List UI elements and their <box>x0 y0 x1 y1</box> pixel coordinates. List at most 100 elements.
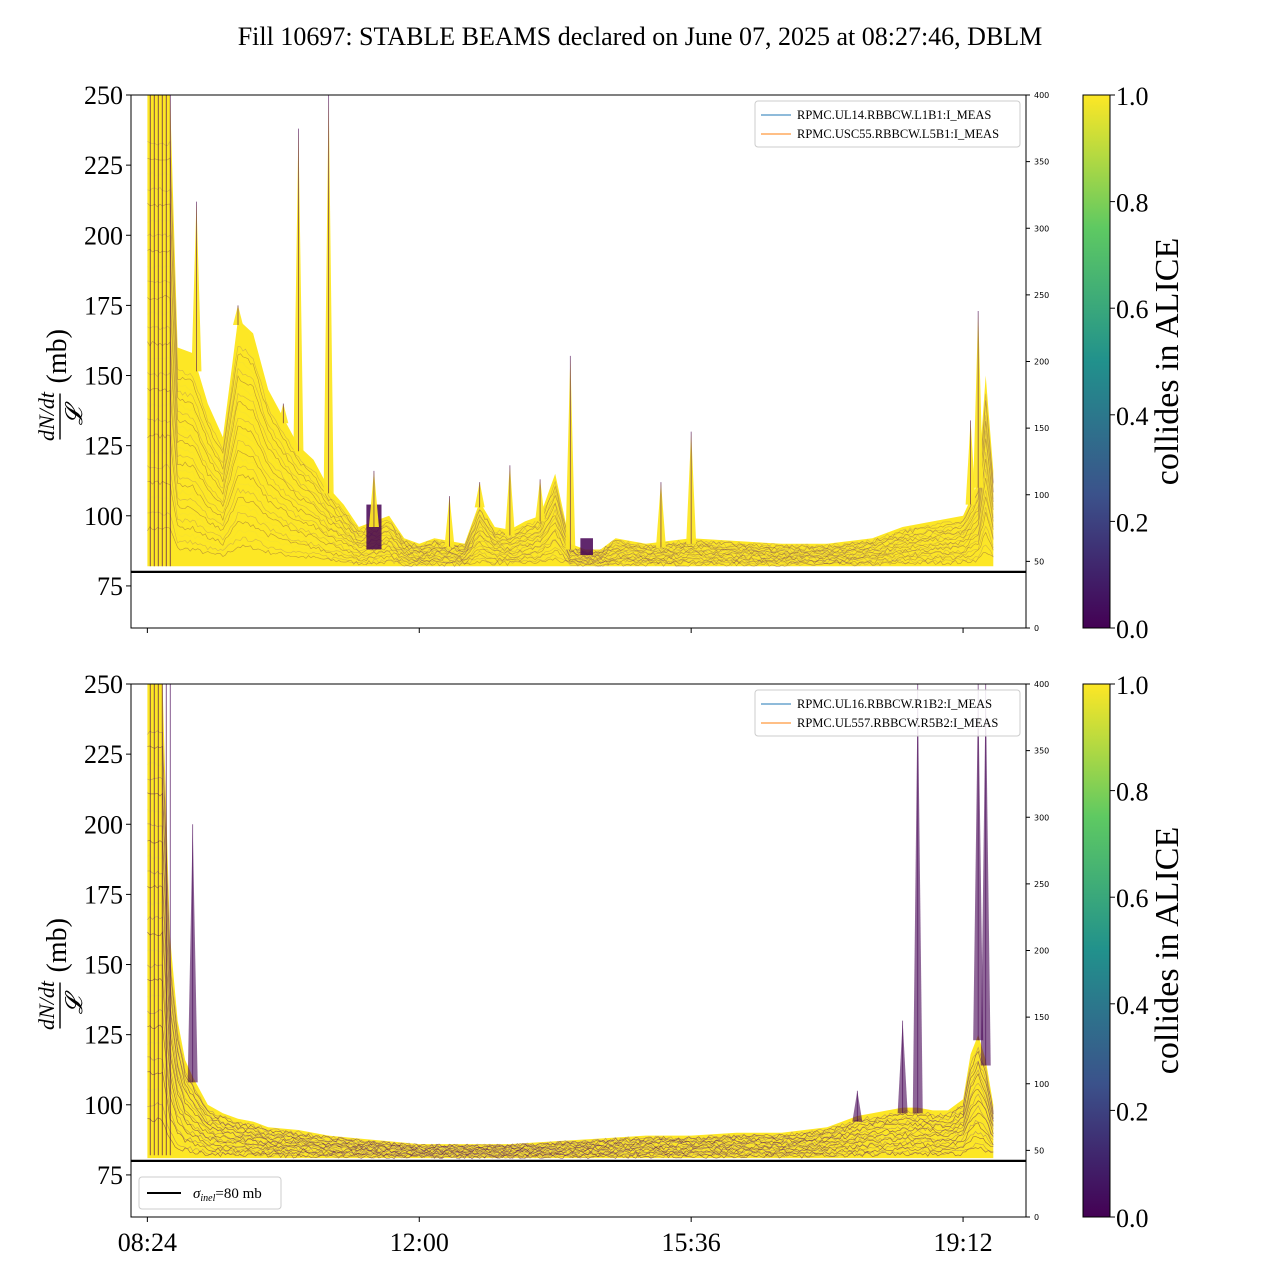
panel-bottom-envelope <box>147 684 994 1159</box>
panel-top-colorbar-tick-label: 0.0 <box>1116 615 1149 644</box>
panel-top-series-line <box>147 495 994 567</box>
panel-top-ylabel-numerator: dN/dt <box>34 391 59 441</box>
panel-bottom-ylabel: dN/dt 𝓛 (mb) <box>34 918 88 1030</box>
panel-bottom-y2tick-label: 400 <box>1034 680 1049 689</box>
panel-bottom-y2tick-label: 300 <box>1034 813 1049 822</box>
panel-top-colorbar-tick-label: 0.6 <box>1116 295 1149 324</box>
panel-top-y2tick-label: 250 <box>1034 291 1049 300</box>
panel-top-dark-segment <box>580 538 593 556</box>
panel-bottom-series-line <box>147 777 994 1149</box>
panel-bottom-ytick-label: 225 <box>84 740 123 769</box>
panel-bottom-y2tick-label: 0 <box>1034 1213 1039 1222</box>
panel-bottom-colorbar-tick-label: 1.0 <box>1116 671 1149 700</box>
panel-bottom-series-line <box>147 809 994 1151</box>
panel-top-y2tick-label: 300 <box>1034 224 1049 233</box>
panel-top-series-line <box>147 402 994 563</box>
panel-bottom-series-line <box>147 1009 994 1157</box>
panel-bottom-series-line <box>147 854 994 1152</box>
panel-top-y2tick-label: 400 <box>1034 91 1049 100</box>
panel-bottom-ytick-label: 125 <box>84 1021 123 1050</box>
panel-bottom-series-line <box>147 745 994 1149</box>
panel-bottom: 75 100 125 150 175 200 225 250 0 50 100 150 200 250 30… <box>34 670 1186 1257</box>
panel-top-data <box>147 95 994 568</box>
panel-top-colorbar-tick-label: 0.8 <box>1116 189 1149 218</box>
panel-top-ytick-label: 150 <box>84 362 123 391</box>
panel-bottom-series-line <box>147 900 994 1153</box>
panel-bottom-y2tick-label: 350 <box>1034 747 1049 756</box>
panel-top-ytick-label: 75 <box>97 572 123 601</box>
panel-bottom-ylabel-denominator: 𝓛 <box>62 990 88 1014</box>
panel-bottom-ylabel-unit: (mb) <box>42 918 73 972</box>
panel-top-legend: RPMC.UL14.RBBCW.L1B1:I_MEAS RPMC.USC55.RB… <box>754 100 1021 148</box>
panel-bottom-ytick-label: 150 <box>84 951 123 980</box>
panel-top-ylabel-denominator: 𝓛 <box>62 401 88 425</box>
panel-bottom-legend-label: RPMC.UL16.RBBCW.R1B2:I_MEAS <box>797 697 992 711</box>
panel-bottom-series-line <box>147 885 994 1153</box>
panel-bottom-colorbar-tick-label: 0.4 <box>1116 991 1149 1020</box>
panel-top-series-line <box>147 294 994 559</box>
panel-bottom-series-group <box>147 730 994 1160</box>
panel-top-series-line <box>147 464 994 565</box>
panel-top-series-line <box>147 310 994 560</box>
panel-bottom-reference-legend-label: σinel=80 mb <box>193 1186 262 1204</box>
panel-top-series-line <box>147 480 994 565</box>
panel-bottom-series-line <box>147 840 994 1152</box>
panel-top-series-line <box>147 511 994 567</box>
panel-top-colorbar-tick-label: 0.4 <box>1116 402 1149 431</box>
panel-top-ytick-label: 100 <box>84 502 123 531</box>
panel-bottom-series-line <box>147 760 994 1150</box>
panel-bottom-y2tick-label: 250 <box>1034 880 1049 889</box>
panel-top-legend-box <box>754 100 1021 148</box>
panel-bottom-colorbar-tick-label: 0.6 <box>1116 884 1149 913</box>
panel-bottom-series-line <box>147 730 994 1148</box>
panel-top-colorbar: 0.0 0.2 0.4 0.6 0.8 1.0 collides in ALICE <box>1082 82 1186 644</box>
panel-top-series-line <box>147 233 994 558</box>
panel-bottom-xtick-label: 19:12 <box>933 1228 992 1257</box>
panel-bottom-y2tick-label: 100 <box>1034 1080 1049 1089</box>
panel-top-ytick-label: 125 <box>84 432 123 461</box>
panel-bottom-y2tick-label: 150 <box>1034 1013 1049 1022</box>
panel-top-series-line <box>147 341 994 561</box>
panel-bottom-y2tick-label: 50 <box>1034 1146 1044 1155</box>
panel-bottom-series-line <box>147 1042 994 1158</box>
panel-bottom-xtick-label: 15:36 <box>662 1228 721 1257</box>
panel-top-y2tick-label: 150 <box>1034 424 1049 433</box>
panel-bottom-series-line <box>147 1117 994 1160</box>
panel-top-y2tick-label: 0 <box>1034 624 1039 633</box>
panel-bottom-colorbar-tick-label: 0.2 <box>1116 1097 1149 1126</box>
panel-top-series-line <box>147 418 994 564</box>
panel-bottom-colorbar-tick-label: 0.8 <box>1116 778 1149 807</box>
panel-bottom-colorbar-tick-label: 0.0 <box>1116 1204 1149 1233</box>
panel-top-colorbar-tick-label: 1.0 <box>1116 82 1149 111</box>
panel-bottom-series-line <box>147 916 994 1154</box>
panel-bottom-series-line <box>147 792 994 1150</box>
panel-bottom-data <box>147 684 994 1160</box>
panel-top-ytick-label: 175 <box>84 291 123 320</box>
panel-top-series-line <box>147 356 994 562</box>
panel-top-y2tick-label: 100 <box>1034 491 1049 500</box>
panel-top-y2tick-label: 350 <box>1034 158 1049 167</box>
panel-top-legend-label: RPMC.UL14.RBBCW.L1B1:I_MEAS <box>797 108 991 122</box>
panel-bottom-colorbar-bar <box>1082 683 1111 1218</box>
panel-top-envelope <box>147 95 994 567</box>
panel-top-y2tick-label: 50 <box>1034 557 1044 566</box>
panel-top-colorbar-label: collides in ALICE <box>1149 238 1186 485</box>
panel-top: 75 100 125 150 175 200 225 250 0 50 100 150 200 250 30… <box>34 81 1186 644</box>
panel-bottom-series-line <box>147 931 994 1154</box>
panel-top-series-line <box>147 372 994 562</box>
panel-top-series-line <box>147 248 994 558</box>
panel-bottom-ytick-label: 100 <box>84 1091 123 1120</box>
panel-top-series-line <box>147 433 994 564</box>
panel-bottom-colorbar: 0.0 0.2 0.4 0.6 0.8 1.0 collides in ALICE <box>1082 671 1186 1233</box>
panel-top-ytick-label: 225 <box>84 151 123 180</box>
panel-bottom-colorbar-label: collides in ALICE <box>1149 827 1186 1074</box>
panel-bottom-ylabel-numerator: dN/dt <box>34 980 59 1030</box>
panel-top-series-line <box>147 526 994 568</box>
panel-top-ytick-label: 200 <box>84 221 123 250</box>
panel-top-series-line <box>147 280 994 559</box>
panel-bottom-y2tick-label: 200 <box>1034 947 1049 956</box>
panel-top-colorbar-bar <box>1082 94 1111 629</box>
chart-title: Fill 10697: STABLE BEAMS declared on Jun… <box>238 22 1043 51</box>
panel-bottom-ytick-label: 200 <box>84 810 123 839</box>
panel-bottom-xtick-label: 08:24 <box>118 1228 177 1257</box>
